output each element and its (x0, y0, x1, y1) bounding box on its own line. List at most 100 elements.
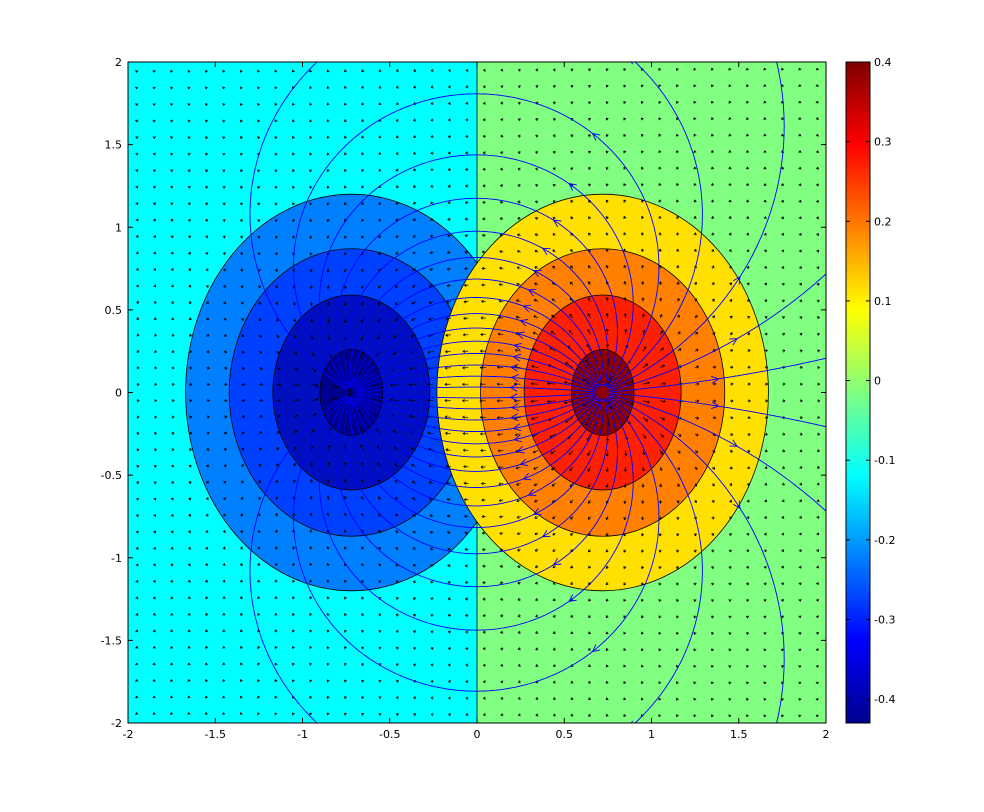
quiver-arrow-56 (154, 448, 157, 452)
quiver-arrow-167 (204, 596, 209, 600)
quiver-arrow-1347 (711, 265, 715, 269)
quiver-arrow-1105 (605, 297, 609, 302)
quiver-arrow-114 (170, 152, 174, 156)
quiver-arrow-1256 (677, 450, 681, 454)
quiver-arrow-702 (427, 350, 434, 354)
quiver-arrow-1507 (781, 266, 785, 270)
plot-area (127, 61, 827, 724)
quiver-arrow-18 (136, 415, 140, 419)
quiver-arrow-1356 (710, 117, 714, 121)
quiver-arrow-522 (361, 679, 365, 683)
quiver-arrow-340 (276, 383, 282, 387)
quiver-arrow-926 (535, 614, 539, 618)
quiver-layer (135, 67, 821, 718)
quiver-arrow-226 (223, 284, 226, 288)
quiver-arrow-481 (343, 696, 347, 700)
quiver-arrow-1490 (781, 549, 785, 553)
quiver-arrow-1531 (798, 532, 802, 536)
quiver-arrow-360 (291, 712, 295, 716)
quiver-arrow-1573 (816, 499, 820, 502)
quiver-arrow-780 (462, 382, 469, 386)
quiver-arrow-935 (533, 466, 539, 470)
quiver-arrow-381 (293, 367, 299, 371)
quiver-arrow-39 (135, 70, 139, 73)
quiver-arrow-286 (257, 612, 261, 616)
quiver-arrow-1183 (642, 329, 646, 335)
quiver-arrow-639 (395, 68, 399, 72)
quiver-arrow-508 (344, 251, 347, 256)
quiver-arrow-821 (479, 366, 486, 370)
quiver-arrow-1215 (659, 466, 663, 471)
quiver-arrow-116 (170, 119, 174, 123)
quiver-arrow-1528 (798, 582, 802, 586)
quiver-arrow-234 (222, 152, 226, 156)
quiver-arrow-549 (361, 235, 365, 239)
quiver-arrow-325 (274, 629, 278, 633)
quiver-arrow-743 (445, 333, 451, 337)
streamline-19 (357, 393, 597, 410)
quiver-arrow-14 (136, 481, 140, 485)
quiver-arrow-1441 (763, 697, 767, 701)
quiver-arrow-485 (343, 629, 347, 633)
quiver-arrow-1000 (570, 713, 574, 717)
quiver-arrow-619 (390, 398, 399, 402)
quiver-arrow-101 (171, 366, 175, 370)
quiver-arrow-606 (395, 613, 399, 617)
quiver-arrow-1030 (570, 216, 574, 220)
quiver-arrow-488 (344, 579, 347, 583)
quiver-arrow-968 (552, 581, 556, 585)
quiver-arrow-215 (223, 464, 227, 468)
quiver-arrow-255 (241, 464, 244, 468)
quiver-arrow-786 (463, 283, 469, 287)
quiver-arrow-527 (361, 596, 365, 600)
quiver-arrow-1127 (623, 598, 627, 602)
quiver-arrow-1444 (763, 648, 767, 652)
quiver-arrow-57 (154, 432, 157, 436)
quiver-arrow-268 (240, 251, 244, 256)
quiver-arrow-115 (170, 136, 174, 139)
quiver-arrow-26 (136, 284, 139, 288)
quiver-arrow-156 (187, 119, 191, 123)
quiver-arrow-897 (514, 433, 521, 437)
quiver-arrow-1386 (729, 282, 732, 286)
quiver-arrow-1104 (605, 313, 609, 319)
x-tick-label: -2 (123, 728, 134, 741)
quiver-arrow-182 (206, 350, 210, 354)
quiver-arrow-366 (292, 612, 296, 616)
quiver-arrow-834 (482, 151, 486, 155)
quiver-arrow-306 (257, 284, 261, 289)
quiver-arrow-77 (152, 103, 156, 106)
quiver-arrow-873 (500, 167, 504, 171)
quiver-arrow-840 (500, 713, 504, 717)
quiver-arrow-121 (187, 695, 191, 699)
quiver-arrow-434 (309, 152, 313, 156)
quiver-arrow-375 (293, 462, 297, 468)
quiver-arrow-1269 (675, 232, 680, 236)
quiver-arrow-1359 (711, 67, 714, 71)
streamline-3 (249, 62, 703, 390)
quiver-arrow-59 (154, 399, 158, 403)
quiver-arrow-1175 (641, 466, 645, 472)
quiver-arrow-853 (498, 498, 504, 502)
quiver-arrow-1132 (623, 516, 627, 521)
quiver-arrow-739 (444, 399, 451, 403)
quiver-arrow-102 (171, 349, 175, 353)
quiver-arrow-601 (395, 696, 399, 700)
quiver-arrow-855 (498, 465, 504, 470)
quiver-arrow-562 (378, 680, 382, 683)
quiver-arrow-164 (204, 645, 209, 649)
quiver-arrow-1558 (798, 84, 802, 87)
quiver-arrow-736 (445, 448, 451, 452)
quiver-arrow-140 (189, 382, 193, 386)
quiver-arrow-495 (343, 461, 348, 467)
quiver-arrow-1147 (623, 264, 627, 269)
quiver-arrow-1110 (605, 216, 609, 220)
quiver-arrow-242 (239, 679, 243, 682)
quiver-arrow-473 (326, 169, 330, 172)
quiver-arrow-948 (534, 249, 539, 253)
quiver-arrow-1149 (623, 232, 627, 236)
quiver-arrow-219 (223, 399, 228, 403)
quiver-arrow-265 (240, 301, 244, 305)
quiver-arrow-103 (171, 333, 175, 337)
quiver-arrow-463 (327, 334, 331, 341)
